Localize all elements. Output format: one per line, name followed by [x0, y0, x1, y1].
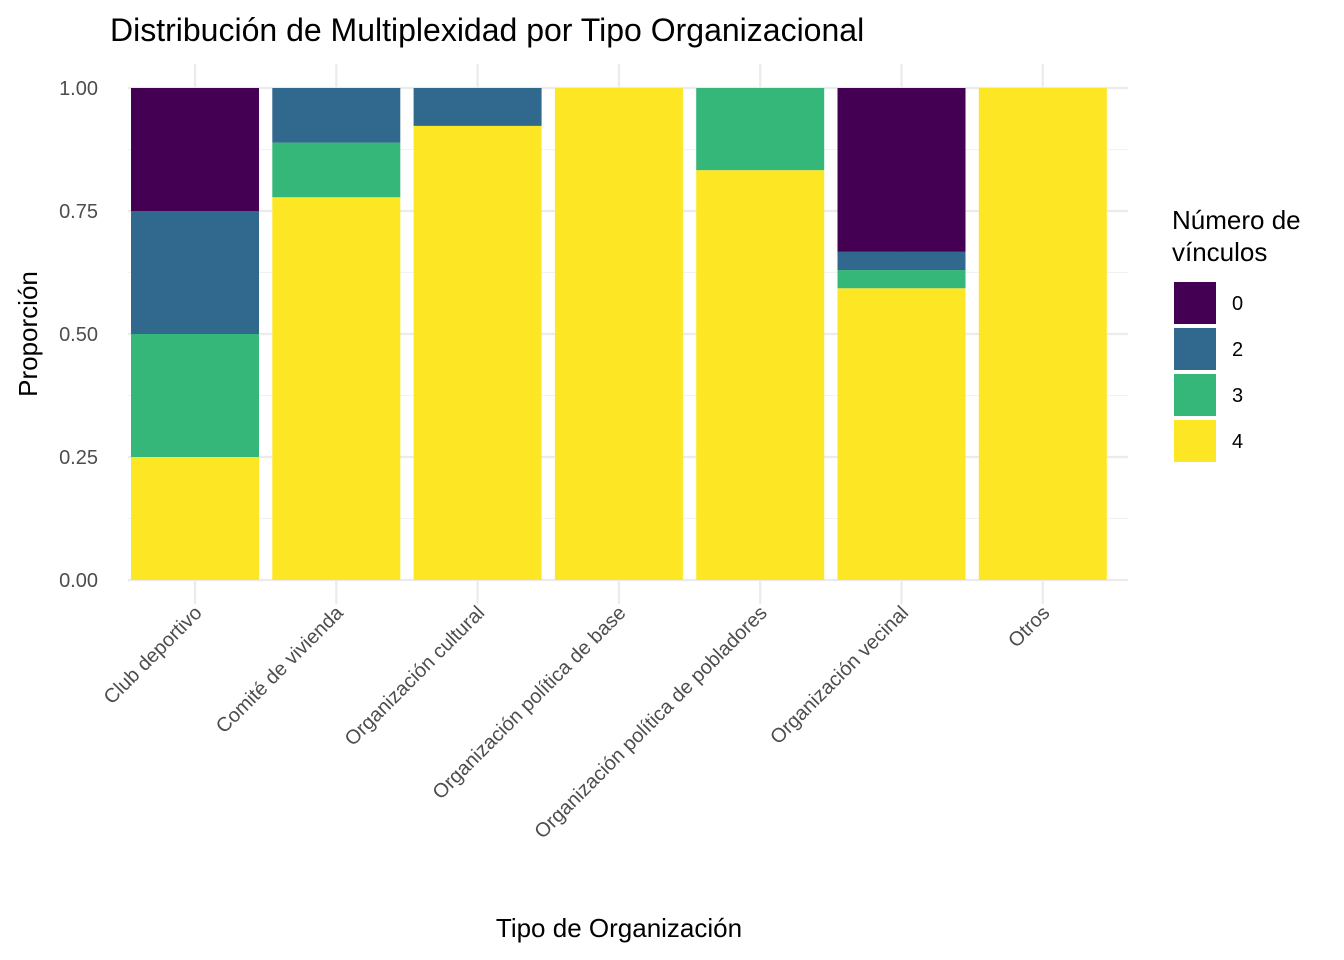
y-tick-label: 1.00	[59, 78, 98, 100]
x-tick-label: Club deportivo	[100, 602, 207, 709]
y-tick-label: 0.25	[59, 447, 98, 469]
legend-key-0	[1174, 282, 1216, 324]
x-axis-title: Tipo de Organización	[496, 913, 742, 943]
bar-segment-4	[554, 88, 683, 580]
bar-segment-4	[413, 125, 542, 580]
legend-title-line-1: Número de	[1172, 205, 1301, 235]
bar-segment-2	[413, 88, 542, 126]
y-axis-ticks: 0.00 0.25 0.50 0.75 1.00	[59, 78, 98, 592]
legend-title-line-2: vínculos	[1172, 237, 1267, 267]
x-tick-label: Otros	[1004, 602, 1054, 652]
legend-key-3	[1174, 374, 1216, 416]
bar-segment-4	[272, 197, 401, 580]
bar-segment-3	[272, 142, 401, 198]
legend: Número de vínculos 0 2 3 4	[1172, 205, 1308, 462]
legend-key-2	[1174, 328, 1216, 370]
x-axis-ticks: Club deportivo Comité de viviendaOrganiza…	[100, 601, 1055, 843]
bar-segment-0	[837, 88, 966, 252]
legend-label-4: 4	[1232, 431, 1243, 453]
bar-segment-2	[272, 88, 401, 143]
x-tick-label: Organización vecinal	[766, 602, 913, 749]
bar-segment-2	[131, 211, 259, 334]
bar-segment-4	[837, 288, 966, 580]
chart-title: Distribución de Multiplexidad por Tipo O…	[110, 12, 864, 48]
y-tick-label: 0.00	[59, 570, 98, 592]
x-tick-label: Organización cultural	[341, 602, 489, 750]
y-axis-title: Proporción	[13, 271, 43, 397]
x-tick-label: Organización política de pobladores	[531, 602, 772, 843]
y-tick-label: 0.50	[59, 324, 98, 346]
bar-segment-3	[696, 88, 825, 171]
legend-label-3: 3	[1232, 385, 1243, 407]
bar-segment-3	[131, 334, 259, 457]
y-tick-label: 0.75	[59, 201, 98, 223]
legend-title: Número de vínculos	[1172, 205, 1308, 267]
x-tick-label: Comité de vivienda	[212, 601, 348, 737]
bar-segment-4	[696, 170, 825, 580]
bars	[131, 88, 1107, 580]
legend-label-0: 0	[1232, 293, 1243, 315]
bar-segment-2	[837, 251, 966, 271]
bar-segment-4	[131, 457, 259, 580]
bar-segment-0	[131, 88, 259, 211]
legend-key-4	[1174, 420, 1216, 462]
bar-segment-3	[837, 270, 966, 289]
bar-segment-4	[978, 88, 1107, 580]
legend-label-2: 2	[1232, 339, 1243, 361]
legend-items: 0 2 3 4	[1174, 282, 1243, 462]
